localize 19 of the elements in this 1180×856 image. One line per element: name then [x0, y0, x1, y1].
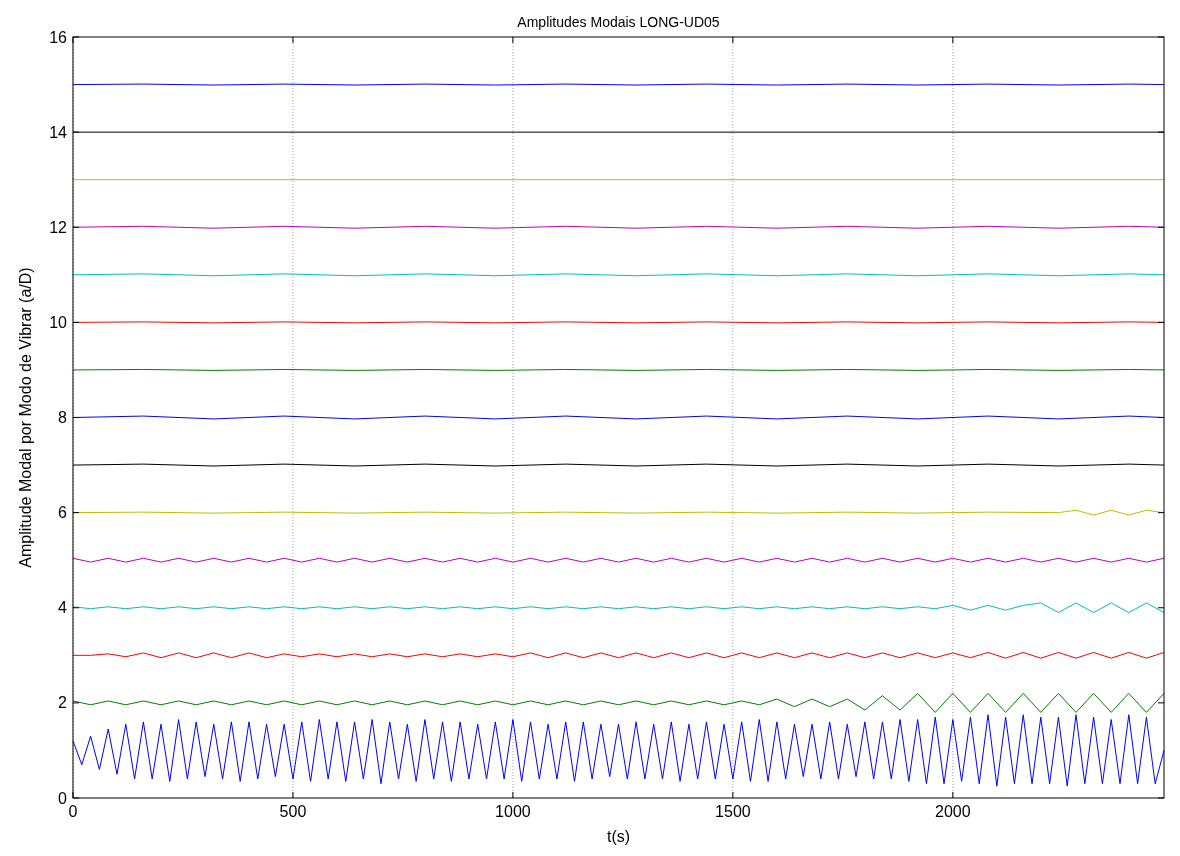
x-tick-label: 1000	[495, 803, 531, 820]
y-tick-label: 12	[49, 218, 68, 236]
x-tick-label: 500	[279, 803, 307, 820]
y-tick-label: 6	[58, 504, 68, 522]
y-tick-label: 4	[58, 599, 68, 617]
chart-title: Amplitudes Modais LONG-UD05	[517, 14, 720, 30]
y-tick-label: 8	[58, 409, 68, 427]
y-tick-label: 10	[49, 313, 68, 331]
line-series	[72, 692, 1165, 713]
x-tick-label: 2000	[935, 803, 971, 820]
y-axis-title: Amplitude Modal por Modo de Vibrar (a/D)	[17, 267, 34, 568]
y-tick-label: 16	[49, 28, 68, 46]
line-series	[72, 602, 1165, 614]
y-tick-label: 2	[58, 694, 68, 712]
x-axis-title: t(s)	[606, 828, 631, 845]
y-tick-label: 0	[58, 789, 68, 807]
line-series	[72, 714, 1165, 787]
x-tick-label: 1500	[715, 803, 751, 820]
y-tick-label: 14	[49, 123, 68, 141]
